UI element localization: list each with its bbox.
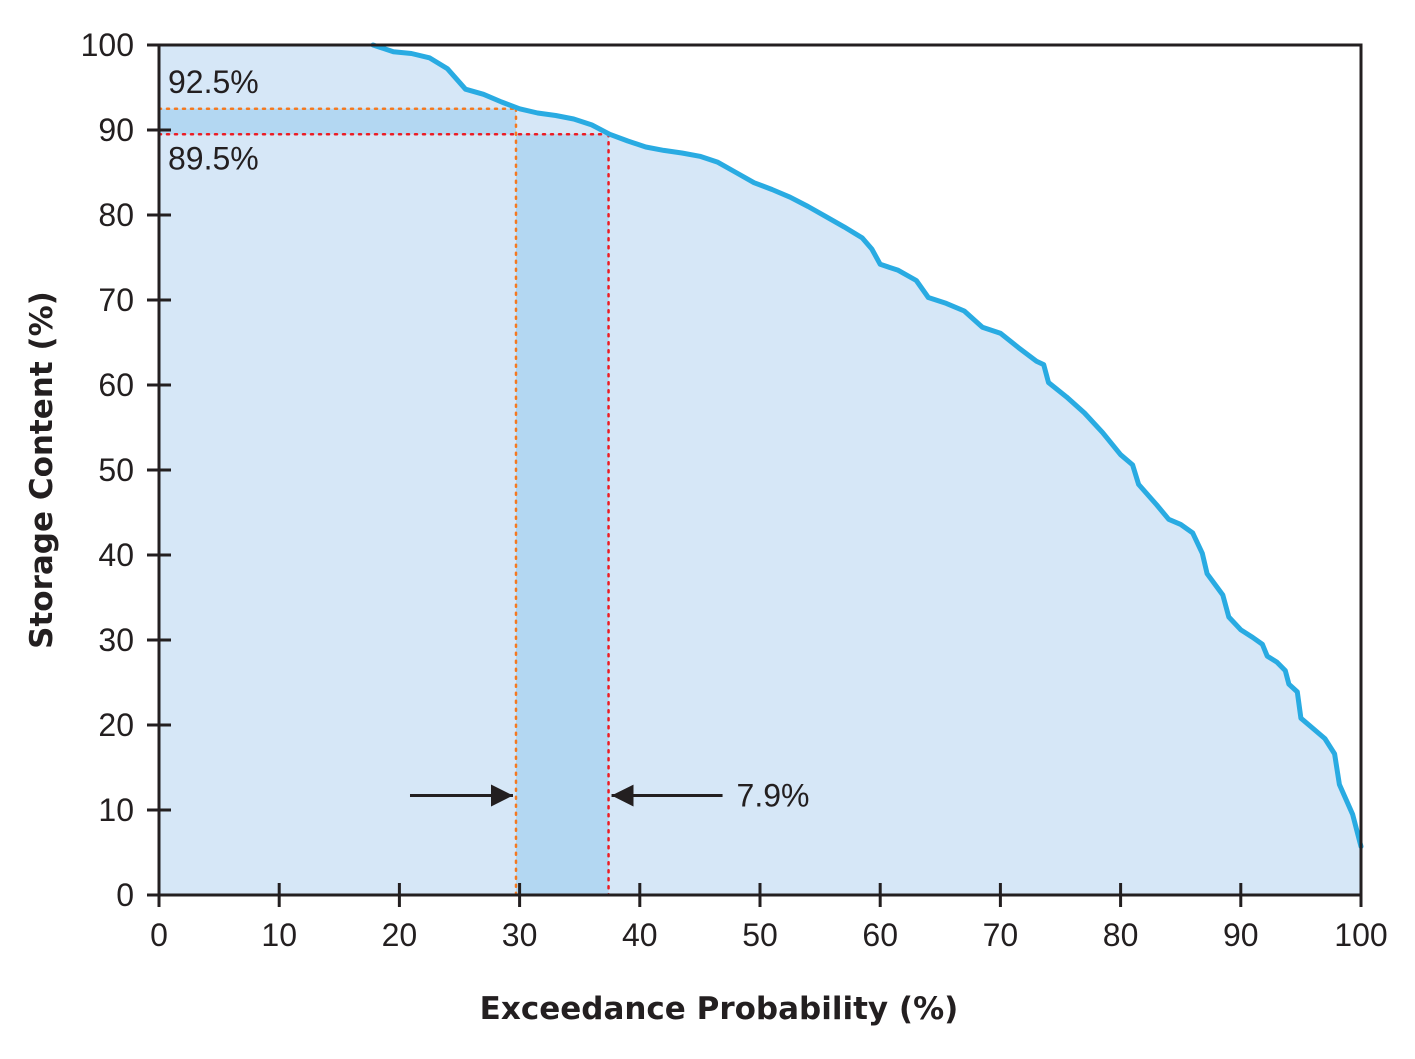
- x-tick-label: 20: [382, 917, 418, 953]
- plot-area: 92.5% 89.5% 7.9%: [157, 42, 1364, 897]
- x-tick-label: 50: [742, 917, 778, 953]
- area-fill: [159, 45, 1361, 895]
- y-tick-label: 100: [81, 27, 134, 63]
- y-tick-label: 30: [98, 622, 134, 658]
- x-tick-label: 100: [1334, 917, 1387, 953]
- reference-label: 92.5%: [168, 64, 259, 100]
- x-tick-label: 30: [502, 917, 538, 953]
- x-axis-title: Exceedance Probability (%): [480, 991, 959, 1027]
- y-tick-label: 20: [98, 707, 134, 743]
- y-tick-label: 0: [116, 877, 134, 913]
- y-tick-label: 10: [98, 792, 134, 828]
- y-tick-label: 40: [98, 537, 134, 573]
- y-axis-title: Storage Content (%): [24, 291, 60, 649]
- series-line: [370, 42, 1364, 849]
- y-tick-label: 60: [98, 367, 134, 403]
- x-tick-label: 60: [862, 917, 898, 953]
- x-tick-label: 0: [150, 917, 168, 953]
- x-tick-label: 40: [622, 917, 658, 953]
- y-tick-label: 50: [98, 452, 134, 488]
- y-tick-label: 70: [98, 282, 134, 318]
- difference-label: 7.9%: [737, 778, 810, 814]
- x-tick-label: 70: [983, 917, 1019, 953]
- axes: 0 10 20 30 40 50 60 70 80 90 100 0 10 20 30 40 50 60 70 80 9…: [81, 27, 1388, 953]
- x-tick-label: 10: [261, 917, 297, 953]
- y-tick-label: 80: [98, 197, 134, 233]
- x-tick-label: 90: [1223, 917, 1259, 953]
- x-tick-label: 80: [1103, 917, 1139, 953]
- highlight-band-horizontal: [159, 108, 516, 135]
- highlight-band-vertical: [515, 134, 609, 895]
- y-tick-label: 90: [98, 112, 134, 148]
- reference-label: 89.5%: [168, 140, 259, 176]
